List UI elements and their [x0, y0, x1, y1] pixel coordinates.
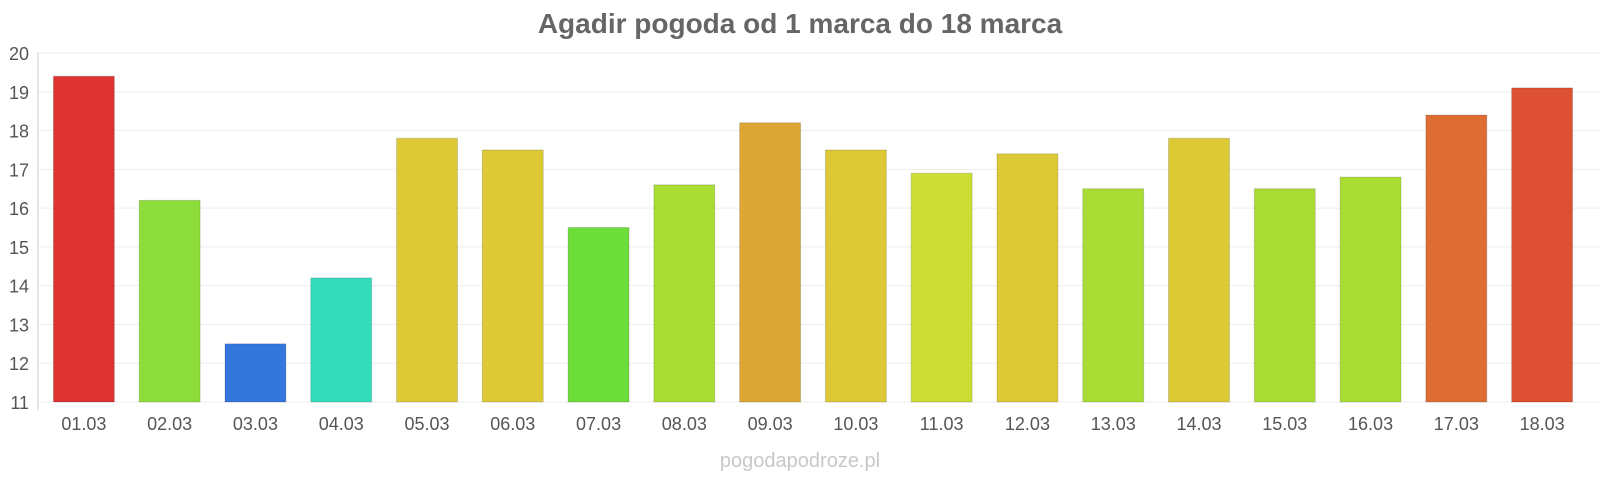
x-tick-label: 15.03	[1262, 414, 1307, 434]
bar-01-03	[52, 75, 115, 403]
x-tick-label: 06.03	[490, 414, 535, 434]
y-tick-label: 20	[9, 44, 29, 64]
y-tick-label: 12	[9, 354, 29, 374]
bar-07-03	[567, 227, 630, 403]
bar-16-03	[1339, 176, 1402, 403]
x-tick-label: 10.03	[833, 414, 878, 434]
y-tick-label: 13	[9, 315, 29, 335]
x-tick-label: 02.03	[147, 414, 192, 434]
y-tick-label: 17	[9, 160, 29, 180]
bar-11-03	[910, 172, 973, 403]
x-tick-label: 01.03	[61, 414, 106, 434]
x-tick-label: 08.03	[662, 414, 707, 434]
x-tick-label: 17.03	[1434, 414, 1479, 434]
bar-02-03	[138, 199, 201, 403]
bar-17-03	[1425, 114, 1488, 403]
bar-03-03	[224, 343, 287, 403]
y-tick-label: 16	[9, 199, 29, 219]
bar-12-03	[996, 153, 1059, 403]
bar-05-03	[396, 137, 458, 403]
bar-10-03	[824, 149, 887, 403]
x-tick-label: 16.03	[1348, 414, 1393, 434]
bar-08-03	[653, 184, 716, 403]
x-tick-label: 11.03	[920, 414, 964, 434]
bar-14-03	[1168, 137, 1230, 403]
x-tick-label: 04.03	[319, 414, 364, 434]
bar-15-03	[1253, 188, 1316, 403]
x-tick-label: 12.03	[1005, 414, 1050, 434]
y-tick-label: 15	[9, 238, 29, 258]
bar-18-03	[1511, 87, 1574, 403]
y-tick-label: 19	[9, 83, 29, 103]
bar-13-03	[1082, 188, 1145, 403]
bar-04-03	[310, 277, 373, 403]
y-tick-label: 18	[9, 122, 29, 142]
x-tick-label: 07.03	[576, 414, 621, 434]
x-tick-label: 03.03	[233, 414, 278, 434]
watermark: pogodapodroze.pl	[719, 450, 881, 472]
x-tick-label: 05.03	[404, 414, 449, 434]
y-tick-label: 11	[10, 393, 29, 413]
chart-title: Agadir pogoda od 1 marca do 18 marca	[537, 8, 1063, 39]
y-tick-label: 14	[9, 277, 29, 297]
bar-06-03	[481, 149, 544, 403]
x-tick-label: 18.03	[1520, 414, 1565, 434]
x-tick-label: 09.03	[748, 414, 793, 434]
x-tick-label: 13.03	[1091, 414, 1136, 434]
x-tick-label: 14.03	[1176, 414, 1221, 434]
bar-09-03	[739, 122, 802, 403]
